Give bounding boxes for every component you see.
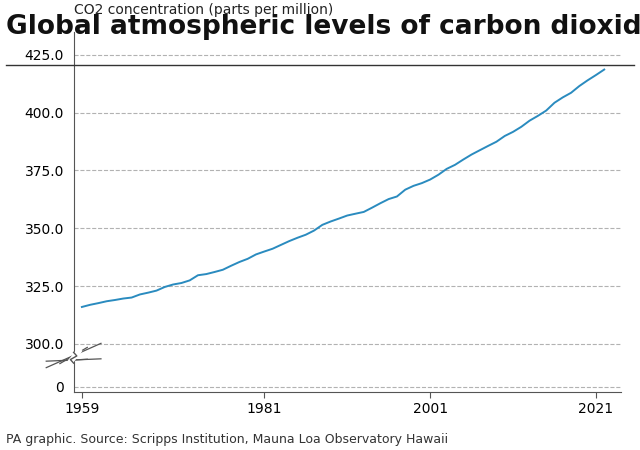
Text: CO2 concentration (parts per million): CO2 concentration (parts per million) (74, 3, 333, 17)
Text: PA graphic. Source: Scripps Institution, Mauna Loa Observatory Hawaii: PA graphic. Source: Scripps Institution,… (6, 432, 449, 446)
Text: Global atmospheric levels of carbon dioxide: Global atmospheric levels of carbon diox… (6, 14, 640, 40)
